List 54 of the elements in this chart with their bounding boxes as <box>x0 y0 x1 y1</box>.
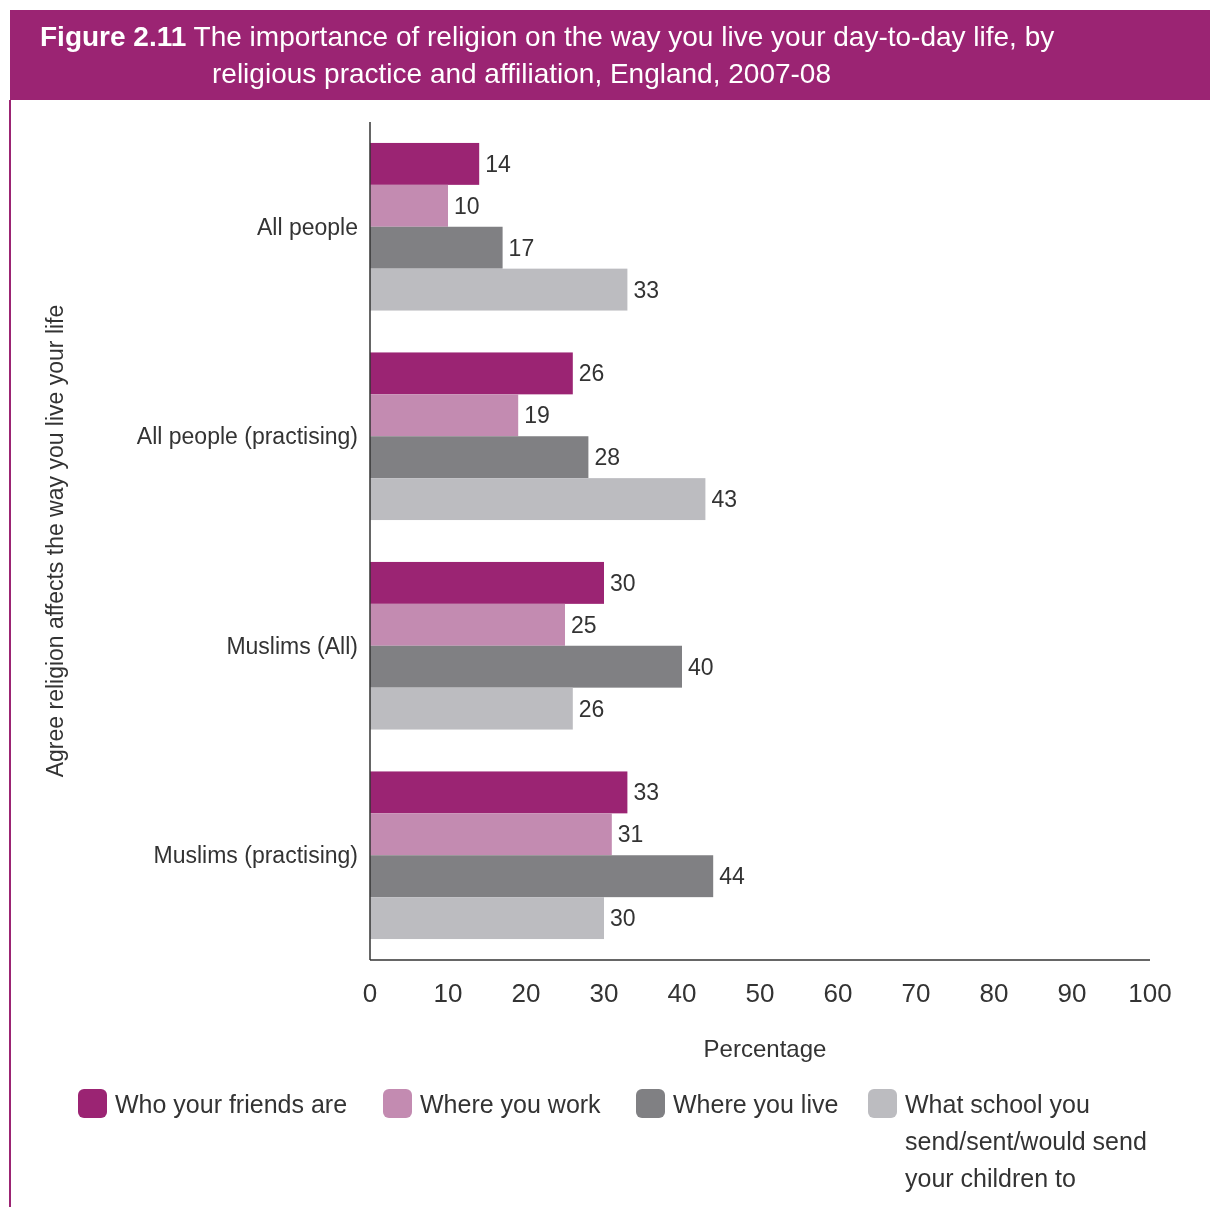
x-tick-label: 80 <box>979 978 1009 1008</box>
x-tick-label: 20 <box>511 978 541 1008</box>
x-tick-label: 10 <box>433 978 463 1008</box>
bar <box>370 645 682 688</box>
bar <box>370 394 519 437</box>
data-label: 43 <box>711 486 737 513</box>
data-label: 33 <box>633 276 659 303</box>
legend-label: What school you send/sent/would send your children to <box>905 1090 1147 1192</box>
x-tick-label: 90 <box>1057 978 1087 1008</box>
y-axis-title: Agree religion affects the way you live your life <box>42 304 68 778</box>
data-label: 40 <box>688 653 714 680</box>
bar <box>370 352 573 395</box>
data-label: 17 <box>508 234 535 261</box>
legend-label: Where you work <box>420 1090 602 1118</box>
data-label: 30 <box>610 905 636 932</box>
bar <box>370 184 448 227</box>
bar <box>370 268 628 311</box>
bar <box>370 813 612 856</box>
x-tick-label: 30 <box>589 978 619 1008</box>
data-label: 10 <box>454 192 480 219</box>
data-label: 33 <box>633 779 659 806</box>
bar <box>370 771 628 814</box>
data-label: 30 <box>610 569 636 596</box>
data-label: 25 <box>571 611 597 638</box>
data-label: 31 <box>617 821 644 848</box>
data-label: 19 <box>524 402 550 429</box>
x-tick-label: 0 <box>362 978 378 1008</box>
data-label: 44 <box>719 863 745 890</box>
x-tick-label: 50 <box>745 978 775 1008</box>
data-label: 28 <box>594 444 620 471</box>
y-tick-label: All people <box>256 213 358 240</box>
bar <box>370 561 604 604</box>
legend-label: Who your friends are <box>115 1090 348 1118</box>
x-axis-title: Percentage <box>703 1035 827 1062</box>
bar <box>370 142 480 185</box>
x-tick-label: 100 <box>1128 978 1172 1008</box>
data-label: 26 <box>578 360 605 387</box>
legend-label: Where you live <box>673 1090 839 1118</box>
bar <box>370 436 589 479</box>
bar <box>370 226 503 269</box>
x-tick-label: 60 <box>823 978 853 1008</box>
bar <box>370 478 706 521</box>
data-label: 26 <box>578 695 605 722</box>
y-tick-label: Muslims (All) <box>226 632 358 659</box>
chart-title: Figure 2.11 The importance of religion on the way you live your day-to-day life, by religious practice and affiliation, England, 2007-08 <box>40 21 1055 89</box>
bar <box>370 687 573 730</box>
bar <box>370 897 604 940</box>
data-label: 14 <box>485 150 511 177</box>
y-tick-label: All people (practising) <box>136 423 358 450</box>
bar <box>370 855 714 898</box>
x-tick-label: 40 <box>667 978 697 1008</box>
x-tick-label: 70 <box>901 978 931 1008</box>
bar <box>370 603 565 646</box>
y-tick-label: Muslims (practising) <box>153 842 358 869</box>
